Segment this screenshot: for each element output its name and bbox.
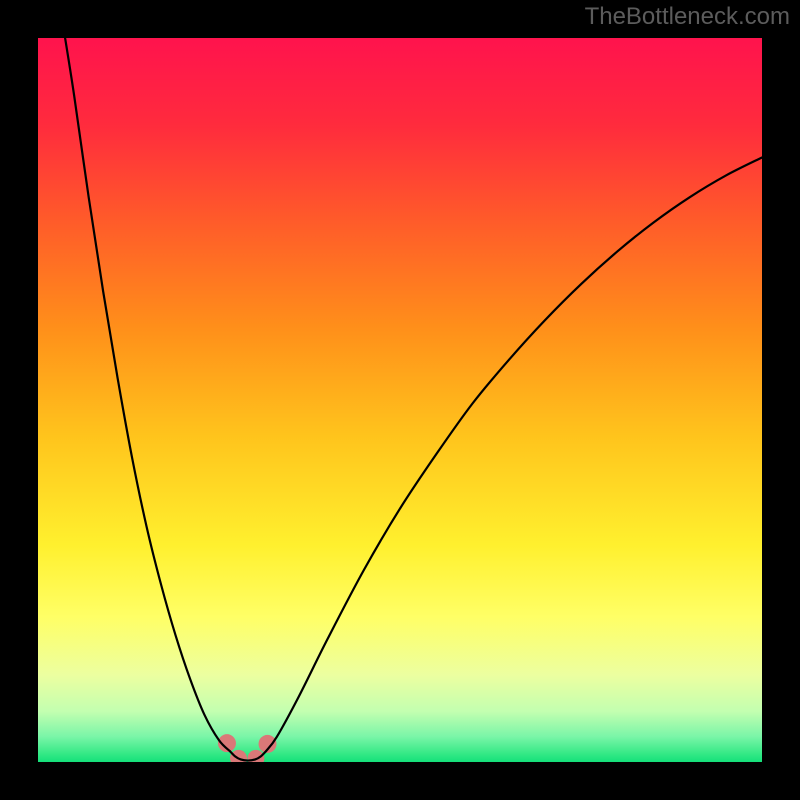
gradient-background bbox=[38, 38, 762, 762]
chart-container: TheBottleneck.com bbox=[0, 0, 800, 800]
watermark-label: TheBottleneck.com bbox=[585, 3, 790, 31]
plot-area bbox=[38, 38, 762, 762]
